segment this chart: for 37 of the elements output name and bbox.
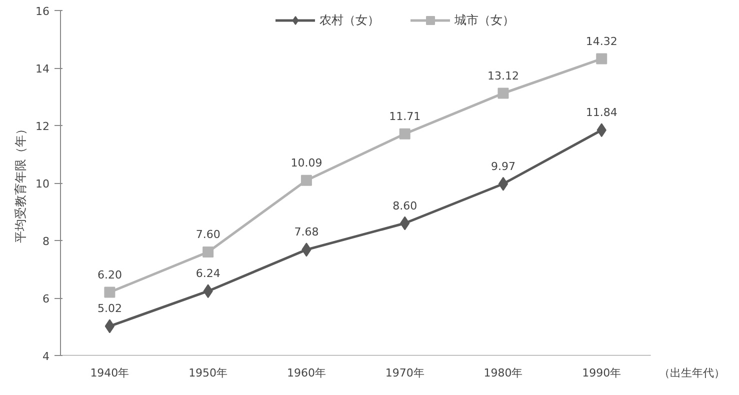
data-label: 9.97 xyxy=(490,160,516,173)
data-label: 13.12 xyxy=(487,69,519,82)
x-tick-label: 1980年 xyxy=(484,366,523,380)
y-tick-label: 4 xyxy=(42,350,50,363)
data-label: 6.20 xyxy=(97,268,122,282)
x-tick-label: 1950年 xyxy=(188,366,228,380)
y-axis-title: 平均受教育年限（年） xyxy=(14,123,28,243)
x-tick-label: 1940年 xyxy=(90,366,130,380)
data-label: 8.60 xyxy=(392,199,418,212)
point xyxy=(202,246,214,258)
legend-label: 农村（女） xyxy=(320,12,380,28)
data-label: 7.68 xyxy=(294,226,319,239)
y-tick-label: 16 xyxy=(36,5,50,18)
y-tick-label: 12 xyxy=(36,120,50,133)
x-tick-label: 1970年 xyxy=(385,366,424,380)
data-label: 6.24 xyxy=(196,267,220,280)
point xyxy=(104,319,115,334)
x-tick-label: 1960年 xyxy=(286,366,326,380)
y-tick-label: 8 xyxy=(42,235,50,248)
data-label: 11.84 xyxy=(586,106,618,120)
point xyxy=(300,174,312,186)
data-label: 7.60 xyxy=(196,228,220,241)
data-label: 5.02 xyxy=(97,302,122,316)
data-label: 11.71 xyxy=(389,110,421,123)
point xyxy=(399,128,410,140)
data-label: 10.09 xyxy=(290,156,322,170)
y-tick-label: 14 xyxy=(36,62,50,76)
x-axis-title: （出生年代） xyxy=(659,366,726,380)
point xyxy=(104,286,116,298)
legend-label: 城市（女） xyxy=(454,12,514,28)
point xyxy=(498,88,509,99)
x-tick-label: 1990年 xyxy=(582,366,622,380)
y-tick-label: 6 xyxy=(42,292,50,306)
y-tick-label: 10 xyxy=(36,178,50,190)
data-label: 14.32 xyxy=(586,34,618,48)
point xyxy=(596,53,608,64)
point xyxy=(498,176,508,191)
